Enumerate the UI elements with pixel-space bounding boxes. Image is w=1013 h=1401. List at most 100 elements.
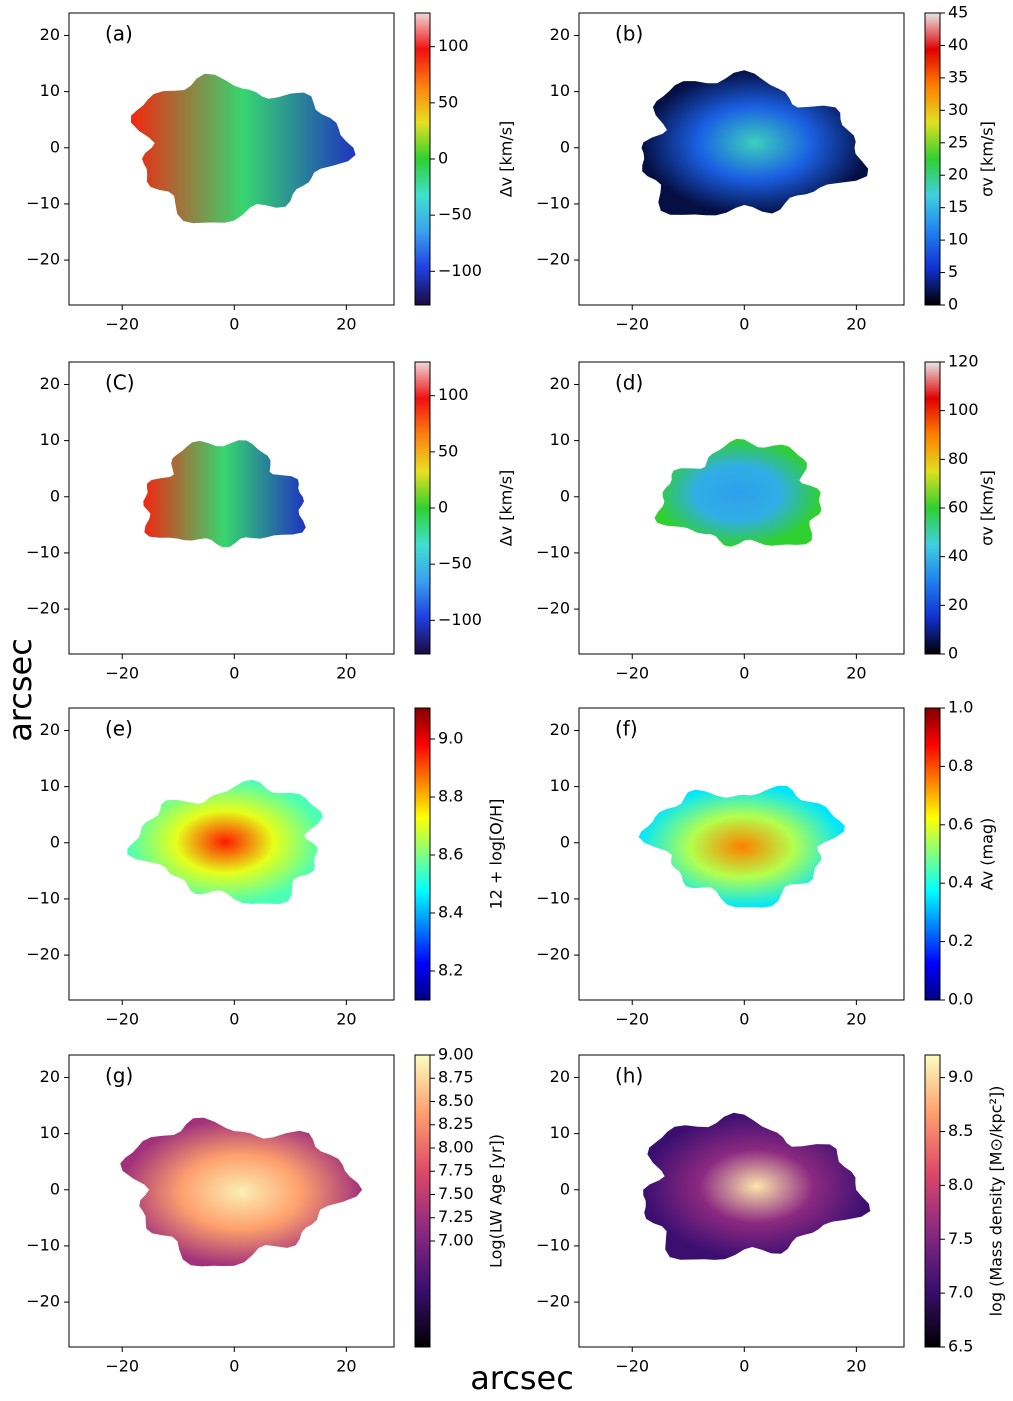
panel-label: (d): [615, 371, 643, 395]
colorbar-tick-label: 7.0: [948, 1283, 973, 1302]
panel-label: (h): [615, 1064, 643, 1088]
colorbar-tick-label: 8.0: [948, 1175, 973, 1194]
colorbar-tick-label: 30: [948, 100, 968, 119]
colorbar: [414, 707, 431, 1001]
colorbar-tick-label: 50: [438, 441, 458, 460]
y-tick-label: 10: [40, 430, 60, 449]
colorbar-tick-label: 0.4: [948, 873, 973, 892]
panel-label: (b): [615, 22, 643, 46]
x-tick-label: −20: [615, 1357, 649, 1376]
y-tick-label: −10: [26, 542, 60, 561]
panel-label: (a): [105, 22, 133, 46]
colorbar: [924, 12, 941, 306]
y-tick-label: 10: [550, 430, 570, 449]
colorbar-label: Δv [km/s]: [497, 470, 516, 547]
colorbar-label: Δv [km/s]: [497, 121, 516, 198]
y-tick-label: −20: [536, 599, 570, 618]
colorbar-tick-label: 100: [948, 400, 979, 419]
colorbar-tick-label: 7.75: [438, 1161, 474, 1180]
y-tick-label: 20: [550, 1067, 570, 1086]
colorbar-tick-label: 6.5: [948, 1337, 973, 1356]
y-tick-label: 20: [550, 720, 570, 739]
y-tick-label: 10: [40, 81, 60, 100]
y-tick-label: 0: [560, 486, 570, 505]
x-tick-label: 20: [846, 664, 866, 683]
map-image: [643, 1112, 871, 1260]
colorbar-label: Av (mag): [978, 818, 997, 891]
y-tick-label: 0: [50, 486, 60, 505]
x-tick-label: 20: [336, 1010, 356, 1029]
colorbar-tick-label: 100: [438, 385, 469, 404]
colorbar-tick-label: 10: [948, 230, 968, 249]
map-image: [143, 440, 306, 548]
colorbar-tick-label: 35: [948, 67, 968, 86]
colorbar-label: Log(LW Age [yr]): [487, 1134, 506, 1268]
panel-label: (C): [105, 371, 135, 395]
colorbar-tick-label: 0.0: [948, 990, 973, 1009]
colorbar-tick-label: 8.25: [438, 1114, 474, 1133]
colorbar: [414, 361, 431, 655]
colorbar-tick-label: 1.0: [948, 698, 973, 717]
y-tick-label: 20: [550, 25, 570, 44]
x-tick-label: −20: [105, 315, 139, 334]
y-tick-label: 20: [550, 374, 570, 393]
axes-frame: [68, 1054, 395, 1348]
colorbar-tick-label: 0: [438, 498, 448, 517]
x-tick-label: 0: [229, 664, 239, 683]
colorbar-tick-label: 20: [948, 165, 968, 184]
colorbar-tick-label: 50: [438, 92, 458, 111]
colorbar-label: log (Mass density [M⊙/kpc²]): [987, 1086, 1006, 1317]
colorbar: [414, 12, 431, 306]
colorbar-tick-label: 7.5: [948, 1229, 973, 1248]
colorbar-tick-label: 8.2: [438, 961, 463, 980]
colorbar-tick-label: 80: [948, 449, 968, 468]
x-tick-label: 0: [739, 1357, 749, 1376]
colorbar-tick-label: 0.8: [948, 756, 973, 775]
axes-frame: [68, 361, 395, 655]
colorbar-tick-label: 8.50: [438, 1091, 474, 1110]
y-tick-label: 0: [50, 137, 60, 156]
colorbar: [924, 361, 941, 655]
panel-label: (e): [105, 717, 133, 741]
colorbar-tick-label: 60: [948, 498, 968, 517]
y-tick-label: −20: [26, 599, 60, 618]
map-image: [638, 785, 845, 908]
colorbar-tick-label: 8.00: [438, 1137, 474, 1156]
y-tick-label: −20: [536, 1292, 570, 1311]
colorbar-tick-label: 9.0: [438, 729, 463, 748]
colorbar-tick-label: 20: [948, 595, 968, 614]
colorbar-tick-label: 0: [438, 149, 448, 168]
x-tick-label: 0: [739, 315, 749, 334]
colorbar-tick-label: 8.5: [948, 1121, 973, 1140]
y-tick-label: −10: [536, 1235, 570, 1254]
colorbar-tick-label: 40: [948, 35, 968, 54]
map-image: [641, 70, 869, 216]
x-tick-label: 20: [846, 315, 866, 334]
y-tick-label: −10: [26, 193, 60, 212]
y-tick-label: 0: [560, 832, 570, 851]
colorbar-tick-label: 0: [948, 295, 958, 314]
colorbar-tick-label: 120: [948, 352, 979, 371]
panel-label: (f): [615, 717, 638, 741]
map-image: [127, 779, 323, 904]
y-tick-label: 0: [560, 1179, 570, 1198]
colorbar-tick-label: 8.4: [438, 903, 463, 922]
x-tick-label: −20: [615, 1010, 649, 1029]
y-axis-label: arcsec: [1, 638, 39, 742]
x-tick-label: −20: [615, 664, 649, 683]
y-tick-label: −10: [26, 1235, 60, 1254]
axes-frame: [68, 707, 395, 1001]
y-tick-label: 20: [40, 374, 60, 393]
panel-label: (g): [105, 1064, 133, 1088]
colorbar-tick-label: 7.00: [438, 1230, 474, 1249]
colorbar-tick-label: −50: [438, 205, 472, 224]
colorbar-tick-label: 40: [948, 546, 968, 565]
y-tick-label: 0: [50, 1179, 60, 1198]
y-tick-label: −20: [536, 945, 570, 964]
x-tick-label: 20: [846, 1357, 866, 1376]
colorbar-tick-label: 15: [948, 197, 968, 216]
x-tick-label: −20: [105, 1357, 139, 1376]
colorbar-tick-label: 0: [948, 644, 958, 663]
colorbar-label: 12 + log[O/H]: [487, 799, 506, 910]
